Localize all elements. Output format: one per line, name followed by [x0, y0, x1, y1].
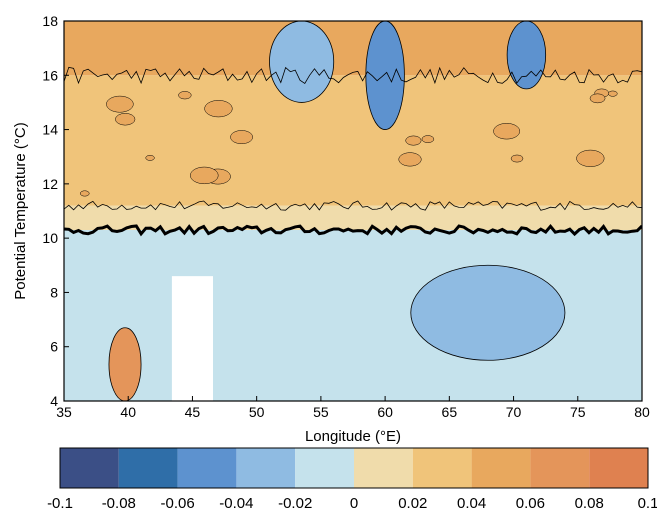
x-tick-label: 45 [185, 404, 201, 420]
contour-patch [398, 152, 422, 167]
x-tick-label: 50 [249, 404, 265, 420]
contour-patch-5 [108, 327, 142, 401]
colorbar-tick-label: -0.06 [160, 495, 194, 510]
plot-frame [63, 20, 643, 402]
x-tick-label: 35 [56, 404, 72, 420]
contour-patch-4 [410, 264, 566, 361]
colorbar-swatch [530, 448, 590, 488]
y-tick-label: 6 [50, 339, 58, 355]
colorbar-tick-label: -0.02 [278, 495, 312, 510]
colorbar-tick-label: -0.04 [219, 495, 253, 510]
colorbar-tick-label: 0.02 [398, 495, 427, 510]
y-axis-label: Potential Temperature (°C) [12, 122, 29, 299]
colorbar-swatch [236, 448, 296, 488]
colorbar-swatch [60, 448, 119, 488]
colorbar-swatch [471, 448, 531, 488]
contour-patch [204, 100, 233, 118]
x-tick-label: 40 [120, 404, 136, 420]
contour-patch [106, 95, 134, 113]
colorbar-swatch [589, 448, 648, 488]
contour-patch [405, 135, 422, 146]
colorbar-swatch [412, 448, 472, 488]
colorbar-frame [59, 447, 649, 489]
x-tick-label: 70 [506, 404, 522, 420]
contour-patch [178, 91, 192, 100]
x-tick-label: 55 [313, 404, 329, 420]
contour-patch [145, 155, 155, 161]
x-tick-label: 60 [377, 404, 393, 420]
y-tick-label: 4 [50, 393, 58, 409]
contour-patch [421, 135, 435, 143]
no-data-region [171, 276, 213, 401]
colorbar-swatch [118, 448, 178, 488]
colorbar-tick-label: 0.04 [457, 495, 486, 510]
y-tick-label: 12 [42, 176, 58, 192]
x-tick-label: 80 [634, 404, 650, 420]
x-tick-label: 65 [442, 404, 458, 420]
y-tick-label: 10 [42, 230, 58, 246]
contour-patch-3 [506, 21, 547, 90]
contour-line-0.04 [64, 66, 642, 85]
x-axis: 35 40 45 50 55 60 65 70 75 80 [56, 396, 650, 420]
contour-patch [608, 90, 618, 97]
colorbar-swatch [295, 448, 354, 488]
colorbar-tick-label: -0.1 [47, 495, 73, 510]
contour-field [64, 21, 642, 401]
contour-patch [79, 190, 90, 197]
contour-patch [510, 154, 524, 163]
contour-patch-2 [269, 21, 335, 103]
colorbar-tick-label: 0 [350, 495, 358, 510]
colorbar-swatch [177, 448, 237, 488]
band-1 [64, 205, 642, 230]
colorbar-tick-label: 0.1 [638, 495, 657, 510]
contour-patch [115, 113, 136, 126]
y-tick-label: 8 [50, 284, 58, 300]
x-axis-label: Longitude (°E) [305, 428, 401, 445]
colorbar-tick-label: 0.06 [516, 495, 545, 510]
y-tick-label: 16 [42, 67, 58, 83]
contour-patch [576, 149, 605, 167]
colorbar-tick-label: -0.08 [102, 495, 136, 510]
colorbar-tick-label: 0.08 [575, 495, 604, 510]
contour-line-0.02 [64, 200, 642, 211]
band-2 [64, 75, 642, 206]
colorbar: -0.1 -0.08 -0.06 -0.04 -0.02 0 0.02 0.04 0.06 0.0… [47, 447, 657, 510]
contour-patch [589, 93, 606, 104]
contour-patch [190, 166, 219, 185]
x-tick-label: 75 [570, 404, 586, 420]
y-axis: 4 6 8 10 12 14 16 18 [42, 13, 69, 409]
contour-patch [230, 130, 253, 145]
contour-patch [493, 123, 521, 140]
zero-contour-line [64, 223, 642, 237]
band-3 [64, 21, 642, 76]
y-tick-label: 18 [42, 13, 58, 29]
colorbar-swatch [354, 448, 413, 488]
y-tick-label: 14 [42, 122, 58, 138]
